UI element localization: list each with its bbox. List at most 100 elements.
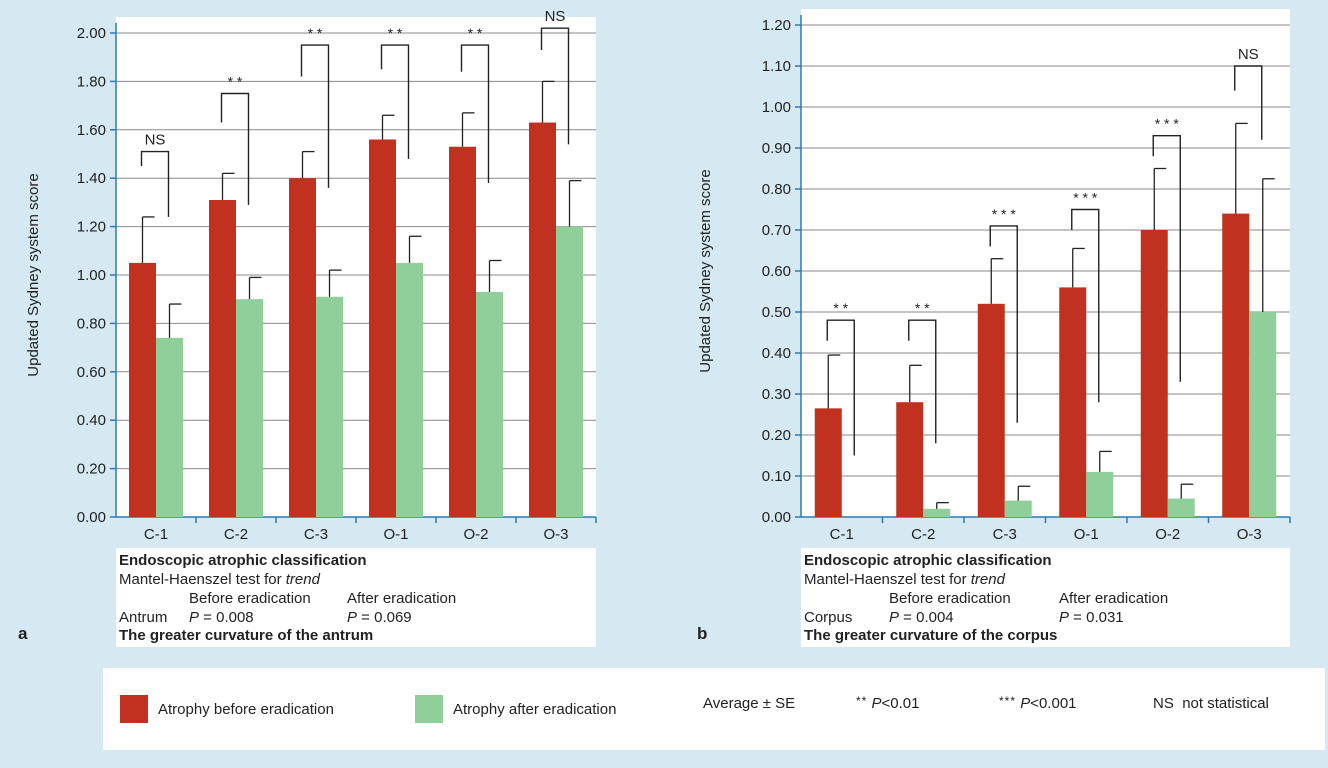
p-symbol: P <box>347 609 358 626</box>
legend-item-ns: NS not statistical <box>1153 695 1269 712</box>
y-tick-label: 0.80 <box>77 315 106 332</box>
y-tick-label: 0.90 <box>762 140 791 157</box>
y-tick-label: 0.60 <box>762 263 791 280</box>
y-tick-label: 0.60 <box>77 364 106 381</box>
y-tick-label: 0.80 <box>762 181 791 198</box>
y-tick-label: 0.00 <box>762 509 791 526</box>
legend-three-star-text: <0.001 <box>1030 695 1077 712</box>
legend-label-before: Atrophy before eradication <box>158 700 334 718</box>
significance-bracket <box>220 92 250 205</box>
x-category-label: O-3 <box>1237 526 1262 543</box>
caption-test-italic: trend <box>285 571 320 588</box>
caption-p-before: P = 0.008 <box>189 608 254 627</box>
legend-item-three-star: *** P <0.001 <box>999 693 1077 713</box>
y-tick-label: 1.40 <box>77 170 106 187</box>
y-tick-label: 0.10 <box>762 468 791 485</box>
y-tick-label: 0.20 <box>77 461 106 478</box>
significance-label: * * <box>388 25 403 41</box>
caption-test: Mantel-Haenszel test for trend <box>116 570 596 589</box>
significance-label: NS <box>145 132 166 149</box>
x-category-label: C-2 <box>911 526 935 543</box>
legend-swatch-before <box>120 695 148 723</box>
legend-two-star-symbol: ** <box>856 693 868 708</box>
bar-before <box>369 139 396 518</box>
caption-corpus: Endoscopic atrophic classification Mante… <box>801 548 1290 647</box>
p-after-value: = 0.031 <box>1069 609 1124 626</box>
caption-p-after: P = 0.069 <box>347 608 412 627</box>
y-axis-title: Updated Sydney system score <box>697 169 714 372</box>
panel-letter-b: b <box>697 624 708 643</box>
significance-label: * * <box>308 25 323 41</box>
y-axis-title: Updated Sydney system score <box>25 173 42 376</box>
x-category-label: C-1 <box>144 526 168 543</box>
significance-label: * * * <box>1073 190 1098 206</box>
y-tick-label: 1.00 <box>77 267 106 284</box>
p-symbol: P <box>889 609 900 626</box>
y-tick-label: 1.20 <box>77 219 106 236</box>
caption-p-after: P = 0.031 <box>1059 608 1124 627</box>
caption-test-prefix: Mantel-Haenszel test for <box>119 571 286 588</box>
y-tick-label: 1.80 <box>77 73 106 90</box>
legend-two-star-text: <0.01 <box>881 695 920 712</box>
bar-after <box>556 226 583 517</box>
legend-item-two-star: ** P <0.01 <box>856 693 920 713</box>
caption-p-before: P = 0.004 <box>889 608 954 627</box>
legend-item-before: Atrophy before eradication <box>120 695 334 723</box>
significance-bracket <box>908 319 937 444</box>
p-after-value: = 0.069 <box>357 609 412 626</box>
bar-after <box>1086 471 1114 517</box>
bar-before <box>129 262 156 517</box>
bar-before <box>814 408 842 517</box>
legend-item-after: Atrophy after eradication <box>415 695 616 723</box>
caption-test: Mantel-Haenszel test for trend <box>801 570 1290 589</box>
y-tick-label: 1.00 <box>762 99 791 116</box>
bar-before <box>977 303 1005 517</box>
significance-bracket <box>380 44 410 159</box>
significance-bracket <box>1152 135 1181 382</box>
bar-after <box>316 296 343 517</box>
y-tick-label: 0.20 <box>762 427 791 444</box>
x-category-label: C-2 <box>224 526 248 543</box>
legend-label-average: Average ± SE <box>703 695 796 712</box>
significance-bracket <box>540 27 570 145</box>
bar-before <box>209 199 236 518</box>
bar-before <box>289 178 316 517</box>
x-category-label: C-3 <box>993 526 1017 543</box>
significance-bracket <box>460 44 490 184</box>
p-symbol: P <box>1020 695 1031 712</box>
x-category-label: O-3 <box>543 526 568 543</box>
bar-after <box>923 508 951 517</box>
x-category-label: O-1 <box>1074 526 1099 543</box>
p-symbol: P <box>871 695 882 712</box>
significance-label: * * * <box>1155 116 1180 132</box>
x-category-label: O-1 <box>383 526 408 543</box>
legend-label-after: Atrophy after eradication <box>453 700 617 718</box>
legend-item-average: Average ± SE <box>703 695 795 712</box>
caption-antrum: Endoscopic atrophic classification Mante… <box>116 548 596 647</box>
caption-subtitle: The greater curvature of the corpus <box>804 627 1058 644</box>
significance-label: NS <box>545 8 566 25</box>
caption-title: Endoscopic atrophic classification <box>804 552 1052 569</box>
significance-label: * * <box>468 25 483 41</box>
panel-letter-a: a <box>18 624 28 643</box>
significance-bracket <box>1071 208 1100 403</box>
legend-three-star-symbol: *** <box>999 693 1017 708</box>
caption-col-after: After eradication <box>347 590 457 607</box>
caption-subtitle: The greater curvature of the antrum <box>119 627 374 644</box>
y-tick-label: 2.00 <box>77 25 106 42</box>
significance-label: NS <box>1238 46 1259 63</box>
significance-bracket <box>1234 65 1263 140</box>
significance-label: * * <box>228 74 243 90</box>
p-before-value: = 0.008 <box>199 609 254 626</box>
caption-col-after: After eradication <box>1059 590 1169 607</box>
p-symbol: P <box>1059 609 1070 626</box>
bar-before <box>1059 287 1087 517</box>
legend: Atrophy before eradication Atrophy after… <box>103 668 1325 750</box>
x-category-label: O-2 <box>463 526 488 543</box>
bar-after <box>1167 498 1195 517</box>
y-tick-label: 1.20 <box>762 17 791 34</box>
caption-test-italic: trend <box>970 571 1005 588</box>
bar-after <box>1249 312 1277 517</box>
bar-before <box>1140 230 1168 517</box>
x-category-label: C-1 <box>830 526 854 543</box>
